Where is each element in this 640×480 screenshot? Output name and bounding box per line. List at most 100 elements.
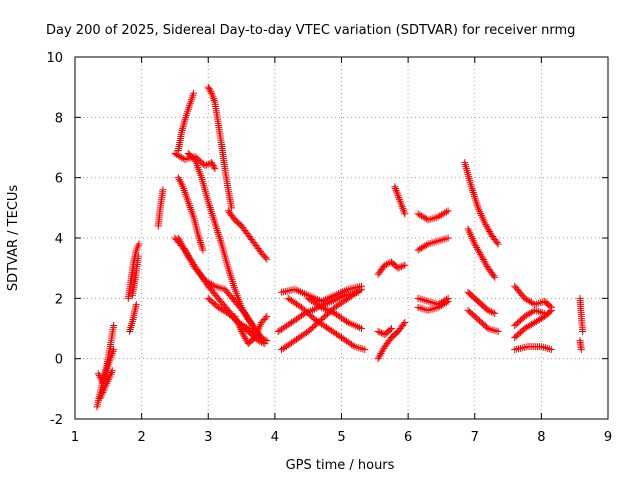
series-track-38 [511, 343, 555, 354]
data-point [211, 165, 219, 173]
y-tick-label: 4 [55, 232, 63, 247]
series-track-37 [511, 306, 555, 342]
series-track-12 [174, 174, 207, 254]
data-point [204, 83, 212, 91]
series-track-27 [414, 207, 452, 224]
data-point [391, 183, 399, 191]
data-point [442, 298, 450, 306]
data-point [176, 238, 184, 246]
data-point [396, 263, 404, 271]
data-point [212, 223, 220, 231]
y-tick-label: 8 [55, 111, 63, 126]
data-point [197, 239, 205, 247]
data-point [316, 302, 324, 310]
data-point [210, 95, 218, 103]
data-point [205, 85, 213, 93]
data-point [205, 202, 213, 210]
chart-title: Day 200 of 2025, Sidereal Day-to-day VTE… [46, 23, 575, 38]
data-point [394, 264, 402, 272]
data-point [110, 346, 118, 354]
data-point [176, 177, 184, 185]
data-point [227, 272, 235, 280]
data-point [250, 323, 258, 331]
data-point [208, 89, 216, 97]
series-track-22 [304, 294, 365, 332]
data-point [174, 174, 182, 182]
data-point [177, 239, 185, 247]
data-point [94, 370, 102, 378]
data-point [401, 210, 409, 218]
x-tick-label: 9 [604, 430, 612, 445]
data-point [263, 255, 271, 263]
data-point [209, 213, 217, 221]
data-point [209, 93, 217, 101]
data-point [208, 91, 216, 99]
data-point [181, 247, 189, 255]
data-point [356, 286, 364, 294]
data-point [259, 335, 267, 343]
data-point [577, 346, 585, 354]
data-point [261, 336, 269, 344]
data-point [579, 328, 587, 336]
data-point [228, 204, 236, 212]
data-point [262, 314, 270, 322]
series-track-07 [154, 186, 167, 230]
data-point [228, 276, 236, 284]
data-point [212, 221, 220, 229]
x-tick-label: 7 [471, 430, 479, 445]
data-point [487, 308, 495, 316]
data-point [357, 285, 365, 293]
data-point [386, 326, 394, 334]
data-point [207, 88, 215, 96]
x-tick-label: 3 [204, 430, 212, 445]
y-tick-label: 0 [55, 353, 63, 368]
x-tick-label: 8 [537, 430, 545, 445]
data-point [208, 160, 216, 168]
data-point [209, 281, 217, 289]
series-track-17 [231, 312, 271, 348]
data-point [207, 207, 215, 215]
data-point [225, 268, 233, 276]
data-point [178, 241, 186, 249]
series-track-11 [224, 207, 271, 263]
data-point [400, 320, 408, 328]
data-point [177, 179, 185, 187]
series-track-25 [374, 318, 409, 363]
series-track-33 [464, 288, 499, 317]
data-point [387, 325, 395, 332]
x-tick-label: 4 [271, 430, 279, 445]
data-point [374, 328, 382, 336]
data-point [395, 195, 403, 203]
data-point [471, 194, 479, 202]
data-point [376, 328, 384, 336]
data-point [214, 229, 222, 237]
data-point [226, 270, 234, 278]
data-point [469, 188, 477, 196]
data-point [203, 161, 211, 169]
data-point [132, 300, 140, 308]
data-point [95, 372, 103, 380]
data-point [105, 374, 113, 382]
data-point [213, 227, 221, 235]
data-point [201, 162, 209, 170]
series-track-26 [374, 325, 395, 339]
data-point [104, 376, 112, 384]
data-point [216, 236, 224, 244]
data-point [206, 86, 214, 94]
tick-labels: 1 2 3 4 5 6 7 8 9 -2 0 2 4 6 8 10 [46, 51, 612, 445]
data-point [195, 233, 203, 241]
axis-ticks [74, 56, 609, 420]
data-point [494, 240, 502, 248]
x-axis-title: GPS time / hours [286, 458, 395, 473]
data-point [399, 262, 407, 270]
data-point [392, 186, 400, 194]
data-point [96, 373, 104, 381]
data-points [93, 83, 587, 411]
data-point [401, 261, 409, 269]
data-point [493, 239, 501, 247]
data-point [472, 196, 480, 204]
data-point [342, 317, 350, 325]
data-point [98, 390, 106, 398]
data-point [397, 199, 405, 207]
